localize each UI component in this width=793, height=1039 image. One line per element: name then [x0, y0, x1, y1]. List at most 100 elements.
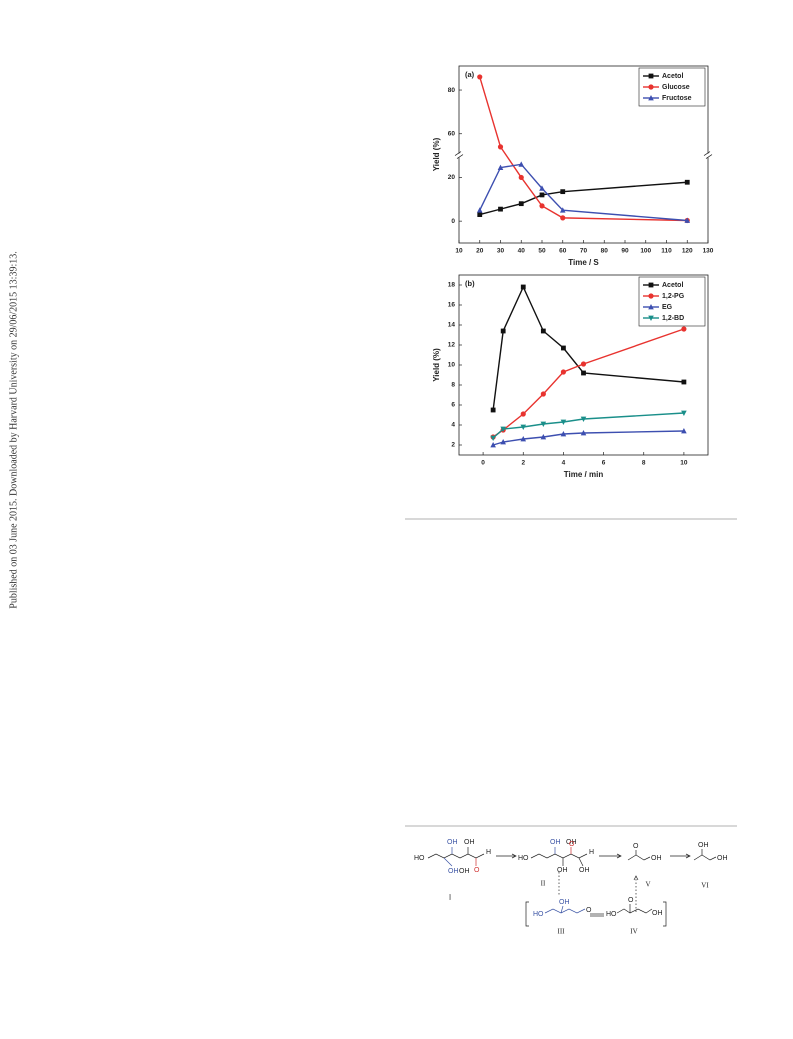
compound-number: II: [541, 880, 546, 888]
scheme-labels: HO OH OH OH OH O H I HO OH OH OH OH O H …: [414, 839, 728, 936]
y-tick-label: 4: [451, 422, 455, 429]
axis-break: [456, 154, 464, 159]
bond: [544, 908, 586, 914]
x-tick-label: 130: [703, 248, 714, 255]
bond: [693, 854, 717, 861]
marker: [580, 416, 587, 422]
marker: [681, 326, 687, 332]
atom-label: O: [633, 843, 639, 850]
x-axis-label: Time / min: [564, 470, 604, 479]
arrowhead: [616, 853, 622, 859]
legend-label: Acetol: [662, 73, 683, 80]
series-line: [479, 181, 688, 216]
x-tick-label: 80: [601, 248, 609, 255]
bond: [560, 905, 564, 914]
marker: [520, 424, 527, 430]
marker: [539, 185, 545, 191]
marker: [560, 419, 567, 425]
y-tick-label: 60: [448, 130, 456, 137]
marker: [560, 215, 566, 221]
marker: [580, 430, 587, 436]
bond: [578, 857, 584, 867]
atom-label: OH: [698, 842, 709, 849]
marker: [540, 328, 546, 334]
atom-label: O: [586, 907, 592, 914]
y-tick-label: 16: [448, 302, 456, 309]
marker: [518, 174, 524, 181]
atom-label: HO: [533, 911, 544, 918]
atom-label: HO: [606, 911, 617, 918]
atom-label: OH: [579, 867, 590, 874]
y-axis-label: Yield (%): [432, 348, 441, 382]
bracket: [663, 901, 667, 927]
legend-label: Fructose: [662, 95, 692, 102]
y-tick-label: 0: [451, 218, 455, 225]
marker: [539, 203, 545, 209]
marker: [580, 361, 587, 367]
marker: [581, 370, 586, 376]
y-tick-label: 8: [451, 382, 455, 389]
marker: [648, 304, 654, 310]
bond: [627, 854, 651, 861]
marker: [518, 201, 524, 207]
compound-number: VI: [701, 882, 709, 890]
panel-label: (a): [465, 70, 475, 79]
scheme: [427, 847, 717, 927]
atom-label: OH: [652, 910, 663, 917]
bond: [427, 853, 485, 859]
atom-label: OH: [447, 839, 458, 846]
marker: [539, 192, 545, 198]
arrowhead: [511, 853, 517, 859]
marker: [500, 439, 506, 445]
compound-number: III: [558, 928, 566, 936]
x-tick-label: 50: [538, 248, 546, 255]
x-tick-label: 10: [680, 460, 688, 467]
y-axis-label: Yield (%): [432, 137, 441, 171]
marker: [540, 391, 546, 397]
series-line: [479, 76, 688, 222]
marker: [490, 442, 496, 448]
bond: [530, 853, 588, 859]
marker: [520, 436, 527, 442]
y-tick-label: 20: [448, 174, 456, 181]
atom-label: O: [474, 867, 480, 874]
marker: [681, 428, 687, 434]
x-tick-label: 110: [661, 248, 672, 255]
sidebar-text: Published on 03 June 2015. Downloaded by…: [8, 251, 19, 608]
y-tick-label: 6: [451, 402, 455, 409]
marker: [681, 410, 687, 416]
legend-label: EG: [662, 304, 673, 311]
marker: [498, 206, 503, 212]
atom-label: OH: [459, 868, 470, 875]
x-tick-label: 0: [481, 460, 485, 467]
marker: [648, 95, 654, 101]
legend-label: Acetol: [662, 282, 683, 289]
y-tick-label: 10: [448, 362, 456, 369]
atom-label: OH: [717, 855, 728, 862]
marker: [648, 282, 654, 288]
arrowhead: [685, 853, 691, 859]
legend-label: 1,2-BD: [662, 315, 684, 322]
axis-break: [703, 151, 711, 156]
marker: [500, 328, 506, 334]
x-axis-label: Time / S: [568, 258, 599, 267]
marker: [520, 411, 526, 417]
y-tick-label: 80: [448, 87, 456, 94]
marker: [500, 426, 506, 432]
series-line: [479, 163, 688, 222]
y-tick-label: 12: [448, 342, 456, 349]
y-tick-label: 14: [448, 322, 456, 329]
x-tick-label: 60: [559, 248, 567, 255]
y-tick-label: 2: [451, 442, 455, 449]
marker: [497, 144, 504, 150]
axis-break-gap: [705, 153, 711, 158]
atom-label: OH: [448, 868, 459, 875]
marker: [648, 315, 654, 321]
compound-number: IV: [630, 928, 637, 936]
x-tick-label: 6: [602, 460, 606, 467]
x-tick-label: 70: [580, 248, 588, 255]
x-tick-label: 4: [562, 460, 566, 467]
atom-label: H: [486, 849, 491, 856]
axis-break: [454, 151, 462, 156]
